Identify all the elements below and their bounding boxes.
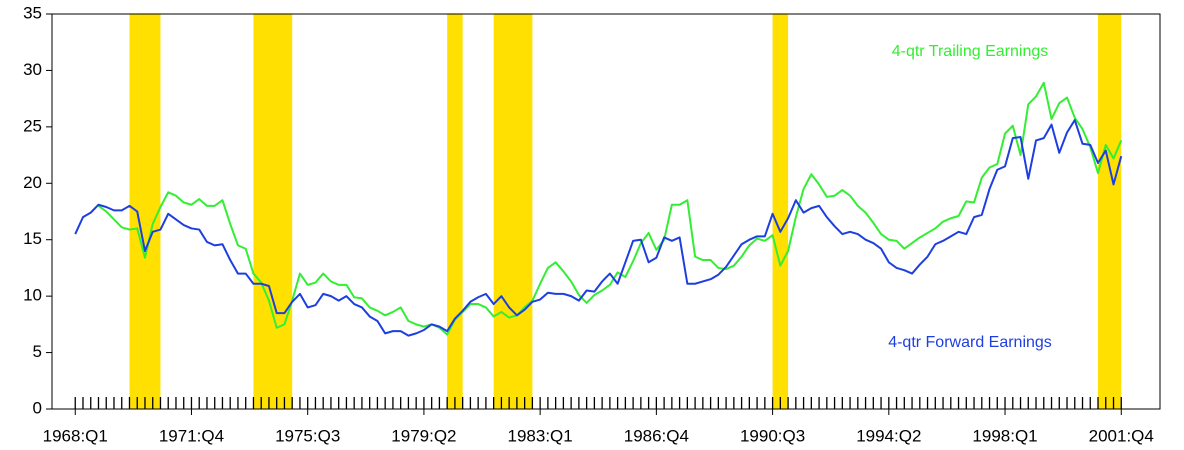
y-tick-label: 15 [23,229,42,248]
x-tick-label: 1975:Q3 [275,426,340,445]
x-tick-label: 1983:Q1 [508,426,573,445]
y-tick-label: 30 [23,60,42,79]
x-tick-label: 1968:Q1 [43,426,108,445]
y-tick-label: 35 [23,3,42,22]
x-tick-label: 1998:Q1 [972,426,1037,445]
x-tick-label: 1994:Q2 [856,426,921,445]
x-tick-label: 1990:Q3 [740,426,805,445]
y-tick-label: 5 [33,342,42,361]
recession-band [772,14,789,409]
x-tick-label: 1971:Q4 [159,426,224,445]
series-label: 4-qtr Forward Earnings [888,334,1052,351]
recession-band [447,14,463,409]
recession-band [1098,14,1122,409]
y-tick-label: 20 [23,173,42,192]
recession-band [129,14,161,409]
x-tick-label: 1979:Q2 [391,426,456,445]
series-label: 4-qtr Trailing Earnings [892,43,1049,60]
recession-band [493,14,533,409]
x-tick-label: 2001:Q4 [1089,426,1154,445]
series-line [97,81,1123,336]
y-tick-label: 10 [23,286,42,305]
x-tick-label: 1986:Q4 [624,426,689,445]
y-tick-label: 25 [23,116,42,135]
plot-frame [51,13,1161,410]
y-tick-label: 0 [33,398,42,417]
recession-band [253,14,293,409]
series-line [74,119,1123,337]
